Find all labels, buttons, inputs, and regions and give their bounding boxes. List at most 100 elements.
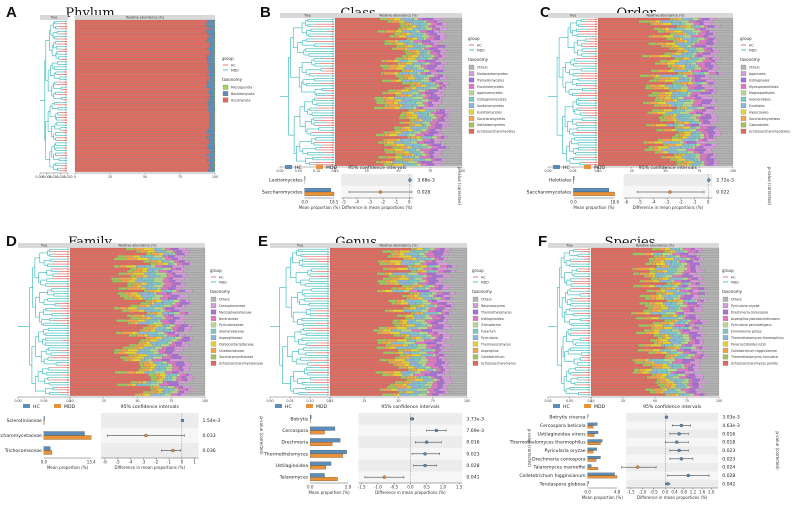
abundance-segment [444, 339, 468, 342]
tree-tip [588, 332, 590, 334]
abundance-segment [721, 131, 734, 134]
abundance-segment [435, 255, 441, 258]
abundance-segment [410, 339, 416, 342]
abundance-segment [160, 289, 167, 293]
abundance-segment [74, 169, 209, 172]
legend-swatch [210, 354, 217, 360]
abundance-segment [694, 138, 699, 142]
abundance-segment [148, 361, 154, 364]
abundance-segment [190, 386, 206, 389]
abundance-segment [184, 363, 192, 367]
abundance-segment [131, 383, 137, 386]
abundance-segment [155, 329, 165, 332]
abundance-segment [438, 366, 443, 369]
abundance-segment [160, 287, 169, 290]
abundance-segment [442, 124, 450, 127]
abundance-segment [429, 336, 437, 340]
tree-tip [327, 258, 329, 260]
abundance-segment [670, 141, 680, 144]
abundance-segment [329, 371, 376, 374]
abundance-segment [150, 341, 158, 345]
abundance-segment [334, 128, 395, 132]
legend: groupHCMDDtaxonomyOthersAgaricalesUstila… [740, 36, 790, 134]
tree-tip [332, 109, 334, 112]
abundance-segment [209, 121, 215, 124]
abundance-segment [414, 371, 422, 374]
abundance-segment [74, 73, 208, 76]
abundance-segment [214, 144, 216, 147]
abundance-segment [413, 391, 421, 394]
p-value: 3.73e-3 [466, 416, 484, 422]
abundance-segment [677, 124, 685, 127]
abundance-segment [597, 30, 658, 33]
tree-tip [588, 270, 590, 273]
mean-bar-hc [310, 415, 312, 419]
abundance-segment [417, 344, 427, 347]
abundance-segment [442, 25, 463, 28]
abundance-segment [442, 96, 463, 100]
abundance-segment [214, 98, 216, 101]
abundance-segment [443, 148, 463, 152]
abundance-segment [115, 331, 122, 335]
abundance-segment [423, 151, 429, 154]
abundance-segment [678, 17, 682, 21]
abundance-segment [429, 89, 438, 92]
abundance-segment [426, 324, 433, 327]
abundance-segment [210, 161, 215, 165]
abundance-segment [334, 25, 401, 28]
abundance-segment [376, 346, 385, 349]
tree-tip [595, 109, 597, 112]
abundance-segment [74, 32, 208, 36]
abundance-segment [597, 138, 658, 142]
abundance-segment [69, 309, 123, 312]
abundance-segment [393, 393, 397, 396]
abundance-segment [447, 136, 463, 139]
abundance-segment [684, 47, 689, 50]
abundance-segment [411, 386, 420, 389]
abundance-segment [677, 119, 685, 122]
abundance-segment [683, 77, 689, 80]
abundance-segment [691, 30, 701, 33]
mean-axis-min: 0.0 [307, 485, 314, 490]
tree-tip [588, 364, 590, 366]
abundance-segment [189, 366, 206, 369]
abundance-segment [443, 133, 463, 137]
abundance-segment [410, 91, 419, 95]
abundance-segment [420, 136, 428, 139]
abundance-segment [441, 20, 463, 23]
abundance-segment [420, 52, 423, 55]
abundance-segment [334, 111, 402, 115]
abundance-segment [329, 331, 378, 335]
abundance-segment [390, 277, 399, 280]
abundance-segment [444, 143, 463, 147]
abundance-segment [386, 67, 396, 70]
legend-mdd-label: MDD [231, 68, 239, 72]
abundance-segment [172, 265, 184, 268]
tree-tip [67, 366, 69, 369]
abundance-segment [418, 17, 422, 21]
abundance-segment [409, 307, 417, 310]
abundance-segment [401, 32, 406, 36]
abundance-segment [446, 35, 463, 38]
tree-tip [65, 99, 67, 101]
abundance-segment [113, 257, 127, 261]
abundance-segment [401, 284, 411, 288]
abundance-segment [445, 312, 449, 315]
abundance-segment [702, 111, 713, 115]
abundance-segment [697, 50, 705, 53]
abundance-segment [138, 393, 144, 396]
legend-swatch [472, 328, 479, 334]
abundance-segment [184, 252, 189, 256]
abundance-segment [409, 252, 419, 256]
abundance-segment [179, 373, 186, 377]
abundance-segment [681, 153, 685, 156]
abundance-segment [407, 47, 414, 50]
abundance-segment [447, 116, 463, 119]
ci-label: 95% confidence intervals [121, 404, 180, 410]
tree-tip [332, 163, 334, 166]
abundance-segment [396, 289, 404, 293]
abundance-segment [660, 77, 671, 80]
abundance-segment [207, 32, 215, 36]
abundance-segment [694, 42, 706, 45]
abundance-segment [168, 324, 175, 327]
